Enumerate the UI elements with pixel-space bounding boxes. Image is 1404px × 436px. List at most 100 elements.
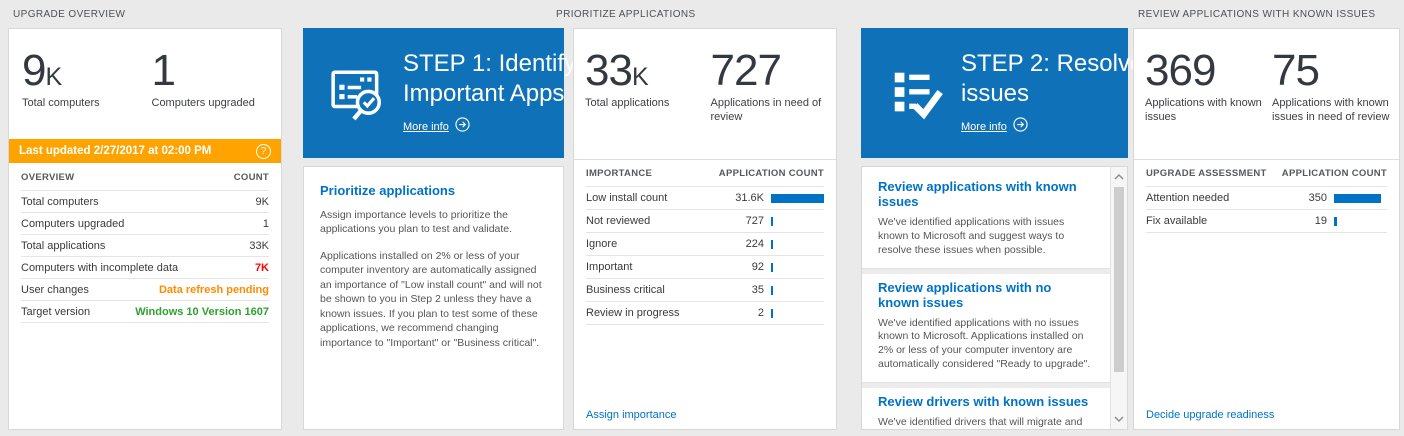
stat-suffix: K: [45, 63, 62, 91]
table-row[interactable]: Business critical 35: [586, 279, 824, 302]
stat-label: Applications in need of review: [710, 97, 822, 124]
assign-importance-link[interactable]: Assign importance: [586, 409, 677, 421]
bar-track: [1334, 216, 1387, 226]
row-value: 33K: [249, 239, 269, 252]
row-label: Fix available: [1146, 215, 1208, 227]
scrollbar-thumb[interactable]: [1114, 187, 1124, 372]
row-label: Ignore: [586, 238, 618, 250]
resolve-section[interactable]: Review applications with known issues We'…: [878, 179, 1094, 258]
applications-stats: 33K Total applications 727 Applications in …: [574, 29, 836, 125]
section-heading-link[interactable]: Review drivers with known issues: [878, 394, 1089, 410]
step1-tile[interactable]: STEP 1: Identify Important Apps More inf…: [303, 28, 576, 158]
row-label: Not reviewed: [586, 215, 651, 227]
upgrade-overview-tile[interactable]: 9K Total computers 1 Computers upgraded Las…: [8, 28, 282, 430]
table-row[interactable]: Review in progress 2: [586, 302, 824, 325]
table-row[interactable]: Target version Windows 10 Version 1607: [21, 301, 269, 323]
count-bar: [771, 193, 824, 203]
scroll-down-icon[interactable]: [1111, 411, 1127, 427]
count-bar: [771, 262, 773, 272]
stat-block: 727 Applications in need of review: [711, 49, 833, 125]
column-header: OVERVIEW: [21, 172, 75, 183]
overview-table-body: Total computers 9K Computers upgraded 1 Tota…: [21, 191, 269, 323]
section-heading-link[interactable]: Review applications with no known issues: [878, 279, 1052, 310]
step2-title: STEP 2: Resolve issues: [961, 50, 1144, 107]
row-label: Total computers: [21, 195, 99, 208]
more-info-label: More info: [403, 121, 449, 133]
stat-value: 33K: [585, 46, 649, 95]
stat-value: 9K: [22, 46, 62, 95]
assessment-table-header: UPGRADE ASSESSMENT APPLICATION COUNT: [1146, 161, 1387, 187]
row-count: 2: [757, 307, 764, 319]
stat-label: Applications with known issues: [1145, 97, 1262, 124]
importance-table: IMPORTANCE APPLICATION COUNT Low install…: [586, 161, 824, 325]
prioritize-paragraph: Applications installed on 2% or less of …: [320, 249, 542, 349]
table-row[interactable]: Fix available 19: [1146, 210, 1387, 233]
row-count: 350: [1308, 192, 1327, 204]
row-count: 19: [1314, 215, 1327, 227]
table-row[interactable]: Ignore 224: [586, 233, 824, 256]
prioritize-heading: Prioritize applications: [320, 183, 456, 198]
stat-suffix: K: [631, 63, 649, 91]
resolve-section[interactable]: Review drivers with known issues We've id…: [878, 394, 1094, 429]
row-count: 92: [751, 261, 764, 273]
row-value: 9K: [255, 195, 269, 208]
bar-track: [771, 239, 824, 249]
count-bar: [771, 239, 773, 249]
count-bar: [1334, 216, 1337, 226]
count-bar: [1334, 193, 1381, 203]
section-heading-link[interactable]: Review applications with known issues: [878, 179, 1077, 209]
column-header: APPLICATION COUNT: [1281, 168, 1387, 179]
stat-value: 1: [151, 46, 176, 95]
stat-label: Computers upgraded: [151, 97, 255, 109]
tile-divider: [574, 159, 836, 160]
decide-upgrade-readiness-link[interactable]: Decide upgrade readiness: [1146, 409, 1275, 421]
scrollbar[interactable]: [1110, 167, 1127, 429]
bar-track: [771, 216, 824, 226]
table-row[interactable]: Not reviewed 727: [586, 210, 824, 233]
blade-header-prioritize-applications: PRIORITIZE APPLICATIONS: [556, 9, 696, 20]
step1-more-info-link[interactable]: More info: [403, 117, 588, 137]
table-row[interactable]: Total computers 9K: [21, 191, 269, 213]
stat-label: Total computers: [22, 97, 100, 109]
row-value: Data refresh pending: [158, 283, 269, 296]
upgrade-assessment-table: UPGRADE ASSESSMENT APPLICATION COUNT Att…: [1146, 161, 1387, 233]
bar-track: [771, 285, 824, 295]
count-bar: [771, 216, 773, 226]
stat-block: 369 Applications with known issues: [1145, 49, 1268, 125]
row-label: Review in progress: [586, 307, 680, 319]
count-bar: [771, 308, 773, 318]
overview-stats: 9K Total computers 1 Computers upgraded: [9, 29, 281, 110]
step2-more-info-link[interactable]: More info: [961, 117, 1146, 137]
count-bar: [771, 285, 773, 295]
table-row[interactable]: Attention needed 350: [1146, 187, 1387, 210]
row-label: Target version: [21, 305, 91, 318]
table-row[interactable]: User changes Data refresh pending: [21, 279, 269, 301]
table-row[interactable]: Computers upgraded 1: [21, 213, 269, 235]
resolve-sections-tile[interactable]: Review applications with known issues We'…: [861, 166, 1128, 430]
help-icon[interactable]: ?: [256, 143, 271, 159]
identify-apps-icon: [329, 64, 387, 122]
resolve-section[interactable]: Review applications with no known issues…: [878, 280, 1094, 372]
table-row[interactable]: Total applications 33K: [21, 235, 269, 257]
row-label: Attention needed: [1146, 192, 1230, 204]
table-row[interactable]: Important 92: [586, 256, 824, 279]
stat-label: Applications with known issues in need o…: [1272, 97, 1390, 124]
row-label: Important: [586, 261, 633, 273]
row-value: 1: [262, 217, 269, 230]
bar-track: [771, 308, 824, 318]
table-row[interactable]: Low install count 31.6K: [586, 187, 824, 210]
row-count: 727: [745, 215, 764, 227]
column-header: COUNT: [233, 172, 269, 183]
known-issues-tile[interactable]: 369 Applications with known issues 75 Appli…: [1133, 28, 1400, 430]
last-updated-banner: Last updated 2/27/2017 at 02:00 PM ?: [9, 139, 281, 163]
applications-importance-tile[interactable]: 33K Total applications 727 Applications in …: [573, 28, 837, 430]
arrow-right-circle-icon: [1013, 117, 1028, 137]
prioritize-paragraph: Assign importance levels to prioritize t…: [320, 209, 513, 236]
scroll-up-icon[interactable]: [1111, 169, 1127, 185]
section-divider: [862, 267, 1110, 274]
prioritize-applications-tile[interactable]: Prioritize applications Assign importanc…: [303, 166, 564, 430]
row-value: Windows 10 Version 1607: [135, 305, 269, 318]
stat-value: 727: [710, 46, 782, 95]
step2-tile[interactable]: STEP 2: Resolve issues More info: [861, 28, 1143, 158]
table-row[interactable]: Computers with incomplete data 7K: [21, 257, 269, 279]
